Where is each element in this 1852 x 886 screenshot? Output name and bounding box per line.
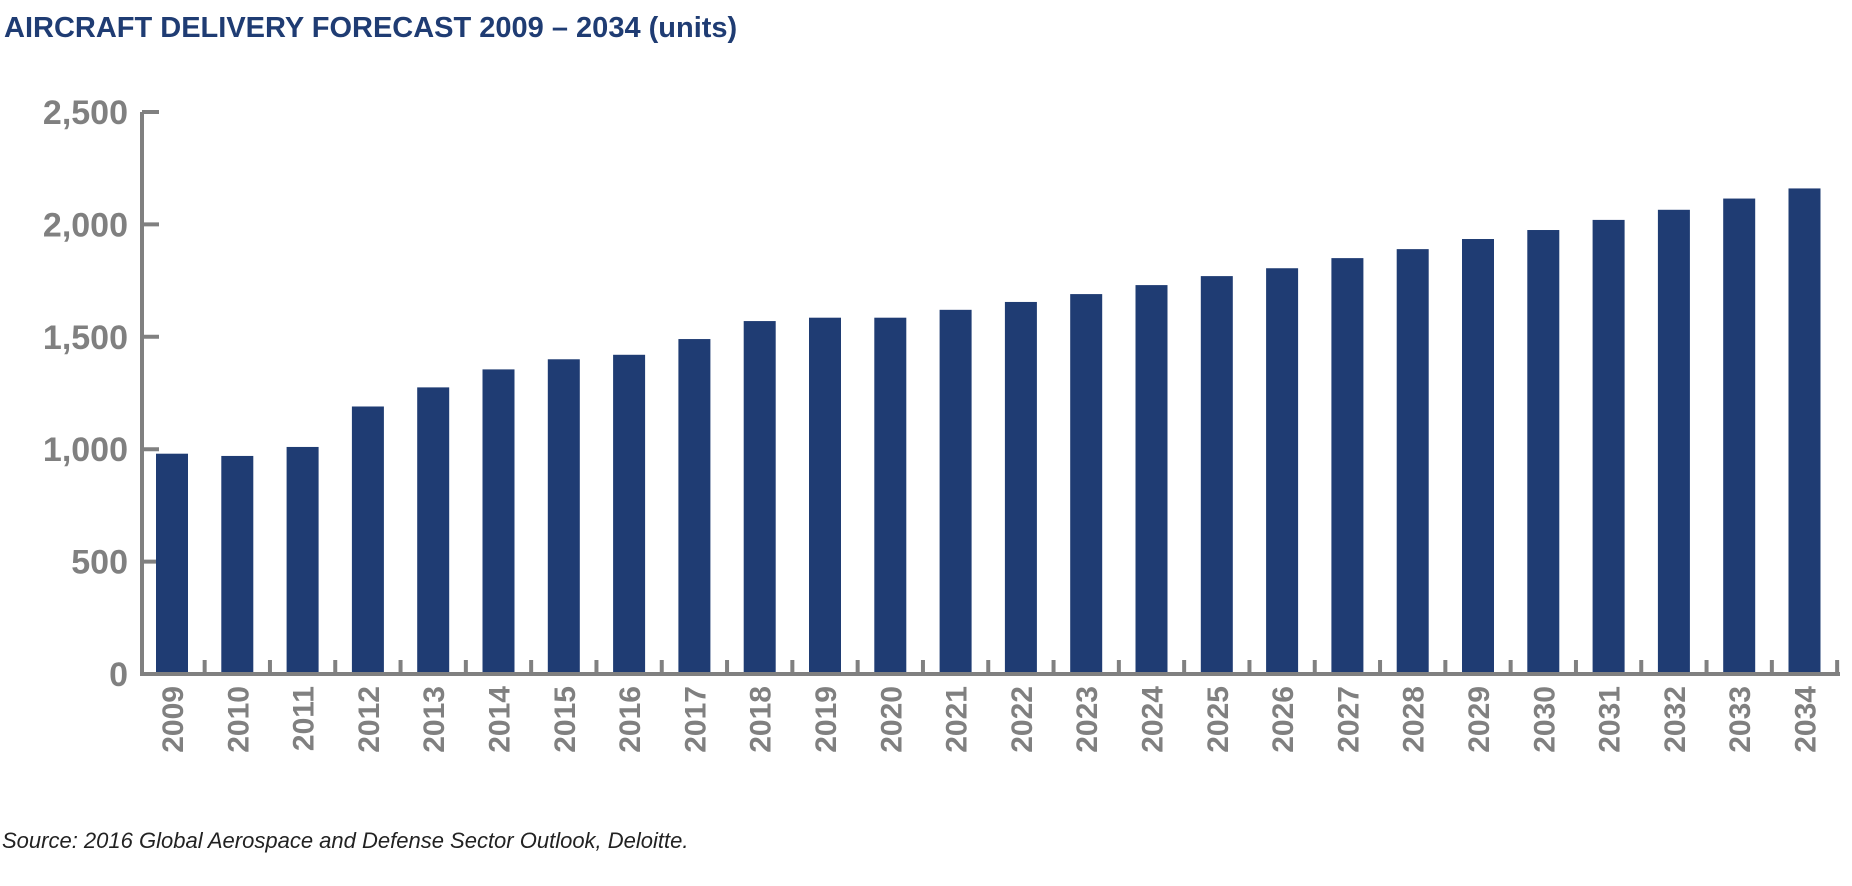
bar-2032 [1657,209,1690,672]
bar-2028 [1396,249,1429,673]
x-tick-label: 2034 [1790,686,1823,753]
x-tick-label: 2019 [810,686,843,753]
x-tick-label: 2029 [1463,686,1496,753]
x-tick-label: 2021 [941,686,974,753]
bar-2027 [1331,258,1364,672]
x-tick-label: 2026 [1267,686,1300,753]
bar-2022 [1004,301,1037,672]
y-tick-label: 1,000 [43,431,128,469]
bar-2031 [1592,219,1625,673]
bar-2025 [1200,276,1233,672]
x-tick-label: 2024 [1137,686,1170,753]
x-tick-label: 2016 [614,686,647,753]
source-note: Source: 2016 Global Aerospace and Defens… [2,828,689,853]
x-tick-label: 2031 [1594,686,1627,753]
bar-2033 [1723,198,1756,672]
bar-2017 [678,339,711,672]
x-tick-label: 2027 [1332,686,1365,753]
bar-2012 [351,406,384,672]
bar-2034 [1788,188,1821,672]
x-tick-label: 2017 [679,686,712,753]
x-tick-label: 2025 [1202,686,1235,753]
x-tick-label: 2014 [484,686,517,753]
bar-2029 [1462,239,1494,672]
bar-2030 [1527,230,1560,672]
bar-2010 [221,455,254,672]
chart-title: AIRCRAFT DELIVERY FORECAST 2009 – 2034 (… [4,12,738,44]
x-tick-label: 2028 [1398,686,1431,753]
x-tick-label: 2032 [1659,686,1692,753]
bar-2021 [939,309,972,672]
x-tick-label: 2030 [1528,686,1561,753]
bar-2026 [1266,268,1299,672]
bar-2013 [417,387,450,672]
x-tick-label: 2023 [1071,686,1104,753]
y-tick-label: 0 [109,656,128,694]
bar-2014 [482,369,515,672]
y-tick-label: 1,500 [43,319,128,357]
bar-2011 [286,446,319,672]
bar-2024 [1135,285,1168,672]
x-tick-label: 2033 [1724,686,1757,753]
x-tick-label: 2010 [222,686,255,753]
x-tick-label: 2013 [418,686,451,753]
x-tick-label: 2012 [353,686,386,753]
x-tick-label: 2018 [745,686,778,753]
bar-2015 [547,359,580,672]
bar-2020 [874,317,907,672]
y-tick-label: 2,000 [43,206,128,244]
y-tick-label: 2,500 [43,94,128,132]
x-tick-label: 2015 [549,686,582,753]
bar-2019 [809,317,841,672]
bar-2023 [1070,294,1103,672]
x-tick-label: 2009 [157,686,190,753]
x-tick-label: 2022 [1006,686,1039,753]
bar-2016 [613,354,646,672]
bar-2009 [156,453,188,672]
x-tick-label: 2020 [875,686,908,753]
y-tick-label: 500 [71,544,128,582]
bar-2018 [743,321,776,672]
x-tick-label: 2011 [288,686,321,751]
